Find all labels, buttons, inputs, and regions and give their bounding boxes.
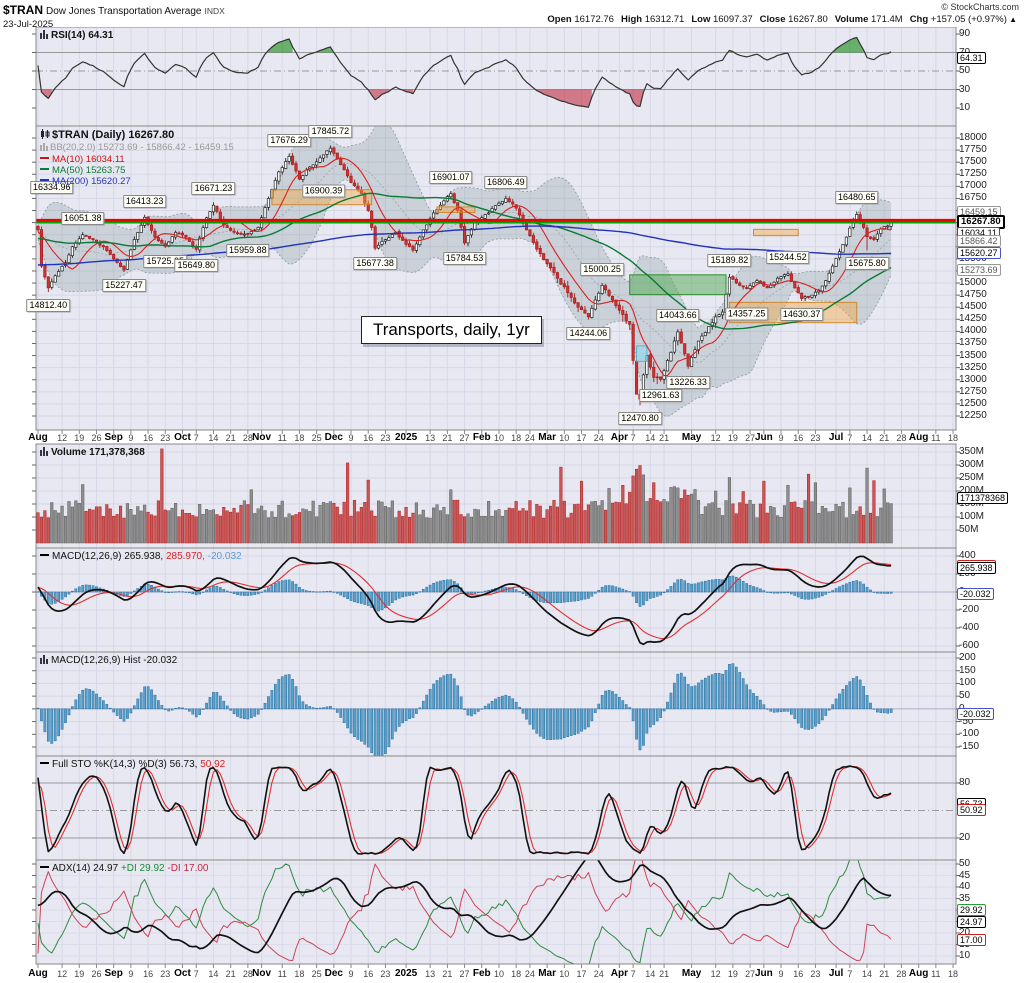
quote-label-Close: Close <box>759 14 786 25</box>
main-legend: $TRAN (Daily) 16267.80 BB(20,2.0) 15273.… <box>40 129 234 187</box>
ma200-swatch <box>40 179 49 182</box>
rsi-legend-label: RSI(14) 64.31 <box>51 30 114 41</box>
exchange-tag: INDX <box>204 6 225 16</box>
hist-legend-label: MACD(12,26,9) Hist -20.032 <box>51 655 178 666</box>
annotation-callout[interactable]: Transports, daily, 1yr <box>361 316 542 344</box>
macd-signal-value: 285.970, <box>163 551 205 562</box>
mdi-value: -DI 17.00 <box>167 863 209 874</box>
quote-label-Open: Open <box>547 14 572 25</box>
macd-swatch <box>40 554 49 557</box>
macd-line-value: MACD(12,26,9) 265.938, <box>52 551 164 562</box>
volume-legend-label: Volume 171,378,368 <box>51 447 145 458</box>
quote-label-Low: Low <box>691 14 711 25</box>
macd-legend: MACD(12,26,9) 265.938, 285.970, -20.032 <box>40 551 242 562</box>
ohlc-quote-summary: Open 16172.76 High 16312.71 Low 16097.37 Cl… <box>540 14 1017 25</box>
volume-icon <box>40 447 49 459</box>
change-up-arrow: ▲ <box>1006 15 1017 24</box>
ma50-swatch <box>40 168 49 171</box>
histogram-icon <box>40 655 49 667</box>
sto-d-value: 50.92 <box>197 759 226 770</box>
quote-value-Close: 16267.80 <box>785 14 828 25</box>
ma10-swatch <box>40 157 49 160</box>
quote-value-Chg: +157.05 (+0.97%) <box>928 14 1007 25</box>
symbol-name: Dow Jones Transportation Average <box>46 6 202 17</box>
sto-swatch <box>40 762 49 765</box>
sto-legend: Full STO %K(14,3) %D(3) 56.73, 50.92 <box>40 759 225 770</box>
quote-value-High: 16312.71 <box>642 14 685 25</box>
adx-swatch <box>40 866 49 869</box>
volume-legend: Volume 171,378,368 <box>40 447 145 459</box>
main-legend-title: $TRAN (Daily) 16267.80 <box>52 129 175 141</box>
rsi-legend: RSI(14) 64.31 <box>40 30 113 42</box>
quote-label-High: High <box>620 14 643 25</box>
macd-hist-value: -20.032 <box>204 551 242 562</box>
bb-legend: BB(20,2.0) 15273.69 - 15866.42 - 16459.1… <box>50 142 234 153</box>
adx-value: ADX(14) 24.97 <box>52 863 121 874</box>
indicator-icon <box>40 30 49 42</box>
hist-legend: MACD(12,26,9) Hist -20.032 <box>40 655 177 667</box>
quote-value-Low: 16097.37 <box>710 14 753 25</box>
stockcharts-credit: © StockCharts.com <box>941 2 1019 12</box>
chart-date: 23-Jul-2025 <box>3 19 54 30</box>
ma10-legend: MA(10) 16034.11 <box>52 154 125 165</box>
adx-legend: ADX(14) 24.97 +DI 29.92 -DI 17.00 <box>40 863 209 874</box>
sto-k-value: Full STO %K(14,3) %D(3) 56.73, <box>52 759 198 770</box>
quote-label-Chg: Chg <box>909 14 929 25</box>
ma50-legend: MA(50) 15263.75 <box>52 165 126 176</box>
chart-header: $TRAN Dow Jones Transportation Average IND… <box>0 0 1024 30</box>
quote-row: 23-Jul-2025 Open 16172.76 High 16312.71 Lo… <box>3 14 1021 30</box>
quote-value-Open: 16172.76 <box>571 14 614 25</box>
candlestick-icon <box>40 129 50 142</box>
pdi-value: +DI 29.92 <box>120 863 168 874</box>
quote-label-Volume: Volume <box>834 14 869 25</box>
symbol: $TRAN <box>3 3 44 17</box>
bb-icon <box>40 143 48 154</box>
ma200-legend: MA(200) 15620.27 <box>52 176 131 187</box>
title-row: $TRAN Dow Jones Transportation Average IND… <box>3 1 1021 17</box>
quote-value-Volume: 171.4M <box>868 14 903 25</box>
